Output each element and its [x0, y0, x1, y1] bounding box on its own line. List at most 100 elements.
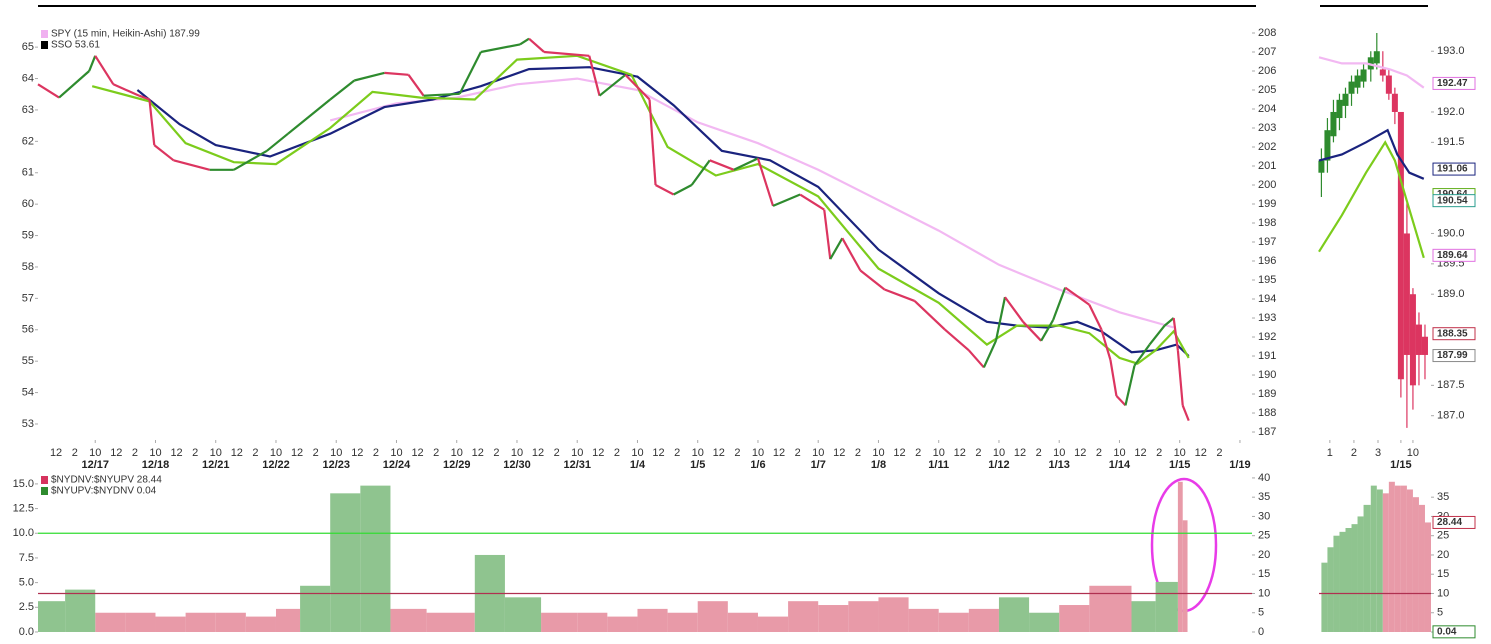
price-segment: [624, 74, 651, 101]
y-tick-label: 193.0: [1437, 45, 1465, 57]
hour-label: 12: [231, 447, 243, 459]
price-segment: [1004, 296, 1024, 323]
y-tick-label: 207: [1258, 46, 1276, 58]
hour-label: 10: [511, 447, 523, 459]
y-tick-label: 0: [1258, 626, 1264, 638]
x-tick-label: 1/5: [690, 459, 705, 471]
price-segment: [1088, 304, 1103, 330]
price-segment: [690, 159, 711, 186]
price-segment: [648, 99, 657, 186]
x-tick-label: 1/15: [1390, 459, 1411, 471]
bar: [1321, 562, 1328, 632]
price-segment: [1176, 350, 1184, 406]
price-segment: [823, 209, 832, 260]
y-tick-label: 190: [1258, 369, 1276, 381]
bar: [1357, 516, 1364, 632]
ma-line: [329, 77, 1174, 329]
y-tick-label: 194: [1258, 293, 1276, 305]
legend-icon: [41, 487, 48, 495]
price-segment: [287, 98, 331, 135]
hour-label: 12: [833, 447, 845, 459]
price-segment: [709, 159, 735, 171]
price-segment: [588, 55, 601, 96]
bar: [330, 493, 361, 632]
bar: [1155, 581, 1178, 632]
x-tick-label: 3: [1375, 447, 1381, 459]
y-tick-label: 187.5: [1437, 379, 1465, 391]
y-tick-label: 191: [1258, 350, 1276, 362]
bar: [1382, 493, 1389, 632]
price-segment: [1022, 321, 1042, 342]
hour-label: 2: [915, 447, 921, 459]
bar: [1400, 485, 1407, 632]
bar: [908, 608, 939, 632]
candle-body: [1342, 93, 1349, 106]
ma-line: [136, 66, 1190, 357]
y-tick-label: 201: [1258, 160, 1276, 172]
candle-body: [1360, 69, 1367, 82]
hour-label: 12: [170, 447, 182, 459]
y-tick-label: 189.0: [1437, 288, 1465, 300]
y-tick-label: 25: [1437, 530, 1449, 542]
hour-label: 10: [149, 447, 161, 459]
x-tick-label: 1/19: [1229, 459, 1250, 471]
price-segment: [153, 144, 175, 162]
y-tick-label: 5: [1437, 607, 1443, 619]
hour-label: 2: [493, 447, 499, 459]
price-label-box: [1432, 194, 1476, 208]
bar: [667, 612, 698, 632]
y-tick-label: 53: [22, 418, 34, 430]
legend-label: $NYUPV:$NYDNV 0.04: [51, 486, 157, 497]
bar: [1412, 497, 1419, 632]
candle-body: [1391, 93, 1398, 112]
candle-body: [1330, 111, 1337, 137]
hour-label: 10: [89, 447, 101, 459]
price-segment: [480, 43, 521, 54]
hour-label: 12: [532, 447, 544, 459]
price-segment: [519, 37, 530, 46]
bar: [1376, 489, 1383, 632]
y-tick-label: 12.5: [13, 502, 34, 514]
bar: [818, 605, 849, 632]
hour-label: 12: [110, 447, 122, 459]
y-tick-label: 206: [1258, 65, 1276, 77]
bar: [1406, 489, 1413, 632]
candle-body: [1403, 233, 1410, 355]
hour-label: 10: [1053, 447, 1065, 459]
hour-label: 10: [330, 447, 342, 459]
price-label-box: [1432, 625, 1476, 639]
y-tick-label: 15: [1258, 568, 1270, 580]
candle-body: [1348, 81, 1355, 94]
price-label-box: [1432, 162, 1476, 176]
y-tick-label: 35: [1258, 491, 1270, 503]
y-tick-label: 61: [22, 167, 34, 179]
bar: [1089, 585, 1132, 632]
hour-label: 2: [1156, 447, 1162, 459]
bar: [215, 612, 246, 632]
price-segment: [968, 349, 985, 369]
hour-label: 10: [692, 447, 704, 459]
bar: [1363, 504, 1371, 632]
candle-body: [1415, 324, 1422, 355]
bar: [65, 589, 96, 632]
x-tick-label: 2: [1351, 447, 1357, 459]
hour-label: 12: [291, 447, 303, 459]
y-tick-label: 10.0: [13, 527, 34, 539]
bar: [275, 608, 301, 632]
y-tick-label: 200: [1258, 179, 1276, 191]
bar: [95, 612, 126, 632]
y-tick-label: 204: [1258, 103, 1276, 115]
x-tick-label: 1/6: [750, 459, 765, 471]
y-tick-label: 63: [22, 104, 34, 116]
hour-label: 12: [652, 447, 664, 459]
price-segment: [94, 55, 115, 85]
candle-body: [1324, 130, 1331, 161]
x-tick-label: 12/22: [262, 459, 290, 471]
hour-label: 12: [351, 447, 363, 459]
x-tick-label: 12/30: [503, 459, 531, 471]
x-tick-label: 1/4: [630, 459, 646, 471]
hour-label: 12: [411, 447, 423, 459]
y-tick-label: 187: [1258, 426, 1276, 438]
y-tick-label: 198: [1258, 217, 1276, 229]
